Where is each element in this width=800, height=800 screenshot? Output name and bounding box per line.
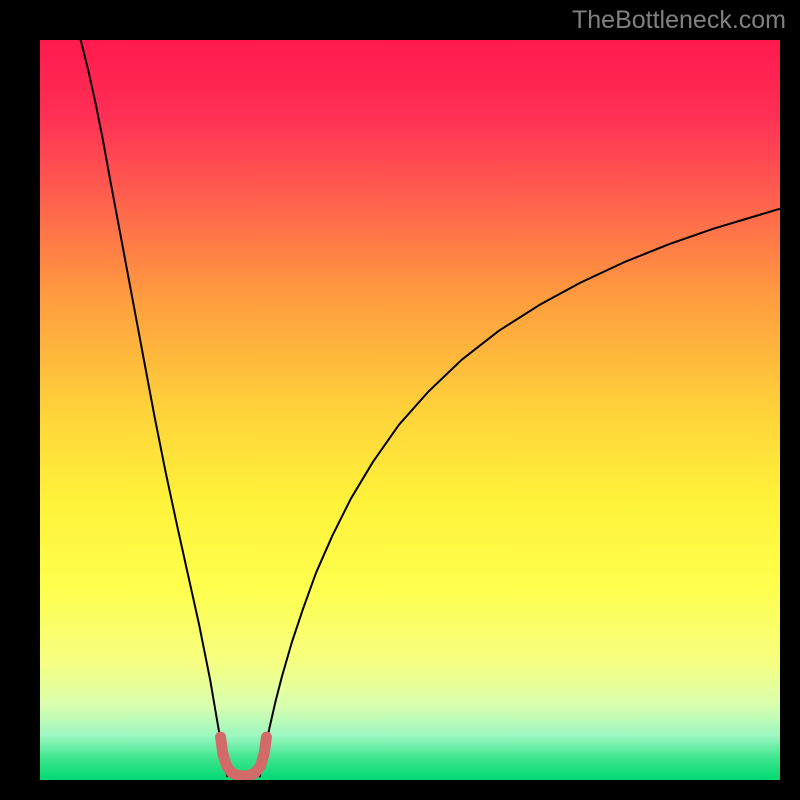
curve-layer: [40, 40, 780, 780]
curve-left: [81, 40, 228, 776]
curve-right: [260, 209, 780, 777]
watermark-text: TheBottleneck.com: [572, 6, 786, 35]
plot-area: [40, 40, 780, 780]
valley-marker: [221, 737, 267, 776]
